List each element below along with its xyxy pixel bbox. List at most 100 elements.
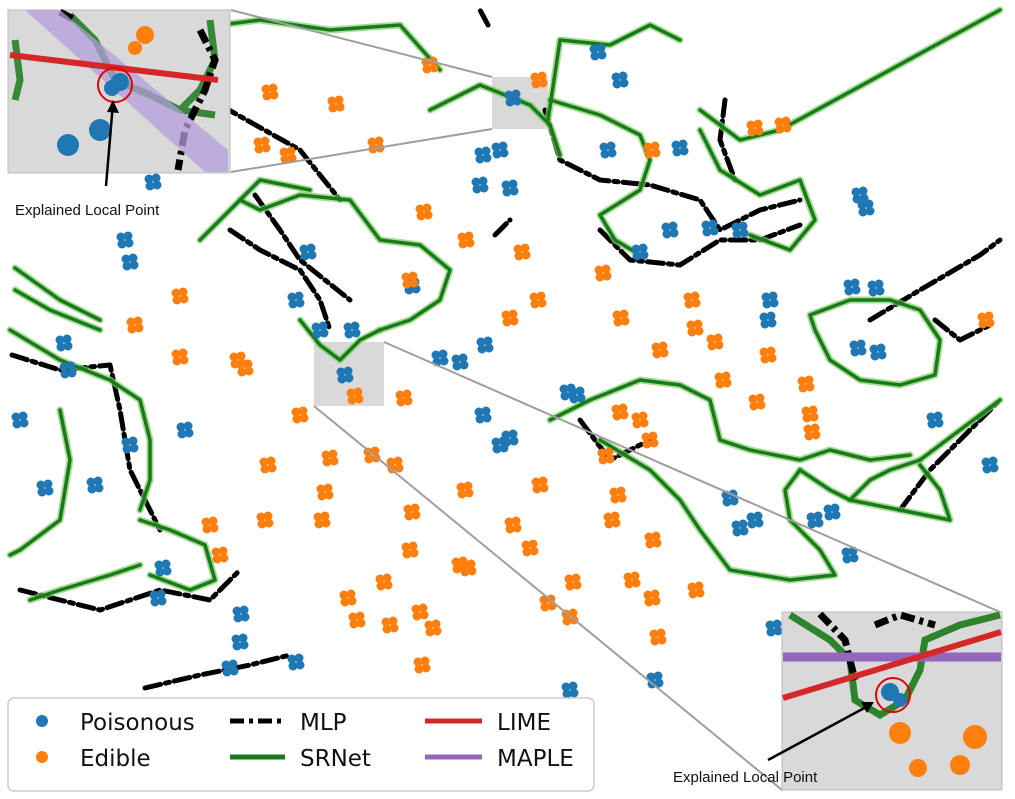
poisonous-point-blob bbox=[18, 411, 28, 421]
edible-point-blob bbox=[749, 401, 759, 411]
edible-point-blob bbox=[649, 438, 659, 448]
poisonous-point-blob bbox=[668, 221, 678, 231]
edible-point-blob bbox=[346, 589, 356, 599]
mlp-boundary-segment bbox=[227, 227, 333, 333]
poisonous-point-blob bbox=[318, 321, 328, 331]
edible-point bbox=[401, 271, 419, 289]
poisonous-point bbox=[474, 146, 492, 164]
poisonous-point-blob bbox=[566, 383, 576, 393]
edible-point-blob bbox=[564, 574, 574, 584]
poisonous-point-blob bbox=[738, 221, 748, 231]
poisonous-point-blob bbox=[760, 319, 770, 329]
edible-point-blob bbox=[687, 582, 697, 592]
edible-point bbox=[291, 406, 309, 424]
poisonous-point bbox=[116, 231, 134, 249]
edible-point bbox=[612, 309, 630, 327]
poisonous-point-blob bbox=[702, 227, 712, 237]
poisonous-point-blob bbox=[343, 322, 353, 332]
poisonous-point-blob bbox=[646, 672, 656, 682]
poisonous-point-blob bbox=[856, 339, 866, 349]
edible-point-blob bbox=[803, 424, 813, 434]
poisonous-point-blob bbox=[669, 228, 679, 238]
edible-point bbox=[279, 146, 297, 164]
poisonous-point-blob bbox=[176, 422, 186, 432]
edible-point-blob bbox=[747, 127, 757, 137]
poisonous-point-blob bbox=[508, 429, 518, 439]
poisonous-point-blob bbox=[229, 666, 239, 676]
poisonous-point bbox=[599, 141, 617, 159]
poisonous-point-blob bbox=[44, 486, 54, 496]
poisonous-point-blob bbox=[568, 681, 578, 691]
edible-point-blob bbox=[299, 413, 309, 423]
edible-point-blob bbox=[431, 619, 441, 629]
edible-point bbox=[348, 611, 366, 629]
edible-point-blob bbox=[388, 616, 398, 626]
edible-point bbox=[759, 346, 777, 364]
poisonous-point-blob bbox=[560, 391, 570, 401]
edible-point-blob bbox=[610, 511, 620, 521]
poisonous-point bbox=[981, 456, 999, 474]
poisonous-point-blob bbox=[56, 342, 66, 352]
poisonous-point-blob bbox=[814, 518, 824, 528]
poisonous-point-blob bbox=[512, 96, 522, 106]
edible-point-blob bbox=[323, 483, 333, 493]
poisonous-point-blob bbox=[759, 312, 769, 322]
edible-point-blob bbox=[218, 546, 228, 556]
edible-point-blob bbox=[452, 564, 462, 574]
edible-point-blob bbox=[641, 432, 651, 442]
edible-point-blob bbox=[415, 204, 425, 214]
edible-point-blob bbox=[539, 483, 549, 493]
poisonous-point-blob bbox=[344, 373, 354, 383]
edible-point-blob bbox=[713, 333, 723, 343]
edible-point-blob bbox=[328, 103, 338, 113]
poisonous-point-blob bbox=[850, 278, 860, 288]
edible-point-blob bbox=[202, 524, 212, 534]
poisonous-point-blob bbox=[232, 606, 242, 616]
edible-point-blob bbox=[382, 573, 392, 583]
edible-point-blob bbox=[269, 90, 279, 100]
poisonous-point-blob bbox=[299, 244, 309, 254]
edible-point bbox=[346, 387, 364, 405]
poisonous-point-blob bbox=[849, 553, 859, 563]
poisonous-point-blob bbox=[934, 418, 944, 428]
edible-point-blob bbox=[355, 611, 365, 621]
edible-point-blob bbox=[364, 454, 374, 464]
poisonous-point-blob bbox=[619, 78, 629, 88]
poisonous-point-blob bbox=[155, 567, 165, 577]
edible-point-blob bbox=[651, 342, 661, 352]
poisonous-point-blob bbox=[239, 640, 249, 650]
poisonous-point-blob bbox=[295, 298, 305, 308]
poisonous-point-blob bbox=[561, 682, 571, 692]
poisonous-point-blob bbox=[344, 329, 354, 339]
edible-point-blob bbox=[529, 292, 539, 302]
poisonous-point-blob bbox=[850, 347, 860, 357]
edible-point bbox=[171, 287, 189, 305]
poisonous-point-blob bbox=[701, 220, 711, 230]
poisonous-point bbox=[843, 278, 861, 296]
edible-point bbox=[339, 589, 357, 607]
edible-point-blob bbox=[356, 618, 366, 628]
poisonous-point-blob bbox=[508, 179, 518, 189]
edible-point-blob bbox=[694, 326, 704, 336]
poisonous-point-blob bbox=[807, 519, 817, 529]
poisonous-point bbox=[451, 353, 469, 371]
poisonous-point-blob bbox=[343, 366, 353, 376]
poisonous-point-blob bbox=[287, 654, 297, 664]
edible-point-blob bbox=[401, 272, 411, 282]
srnet-boundary-segment bbox=[546, 23, 682, 122]
edible-point-blob bbox=[267, 463, 277, 473]
edible-point-blob bbox=[649, 629, 659, 639]
edible-point-blob bbox=[684, 299, 694, 309]
edible-point-blob bbox=[509, 316, 519, 326]
srnet-boundary-segment bbox=[138, 518, 217, 592]
inset-point-poisonous bbox=[893, 693, 907, 707]
poisonous-point bbox=[501, 179, 519, 197]
edible-point-blob bbox=[172, 356, 182, 366]
srnet-boundary-segment bbox=[13, 288, 102, 332]
edible-point-blob bbox=[652, 349, 662, 359]
poisonous-point-blob bbox=[177, 429, 187, 439]
mlp-boundary-segment bbox=[932, 317, 993, 343]
poisonous-point bbox=[232, 605, 250, 623]
poisonous-point-blob bbox=[618, 71, 628, 81]
edible-point-blob bbox=[354, 394, 364, 404]
